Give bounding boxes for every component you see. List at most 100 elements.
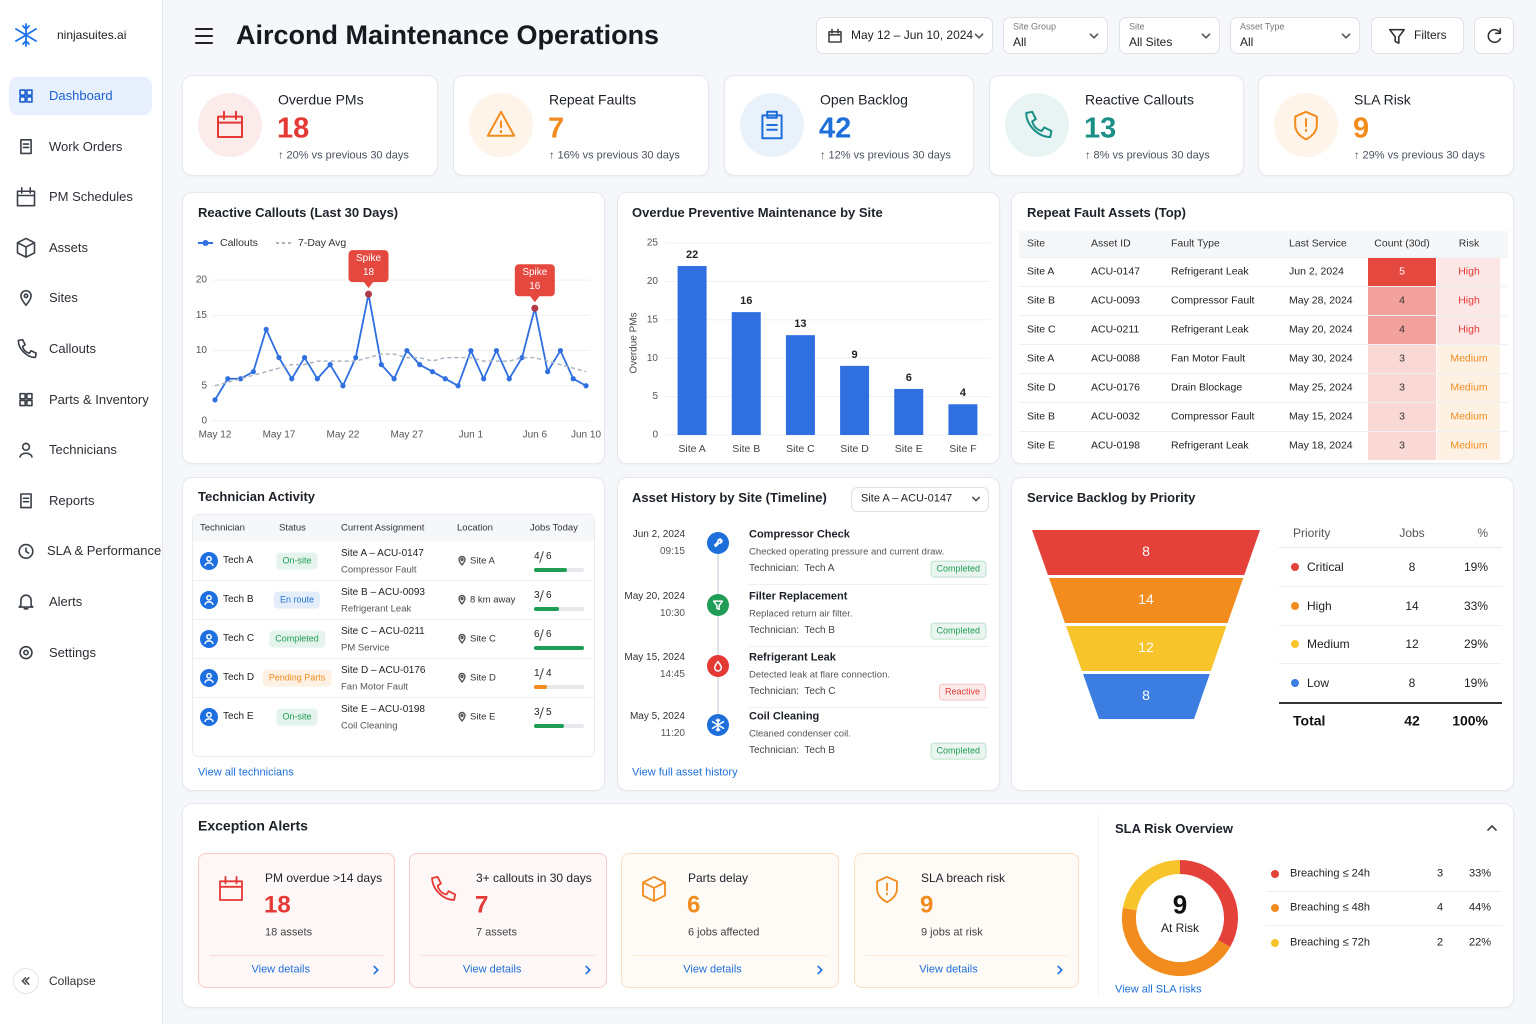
jobs: 8: [1408, 559, 1416, 574]
column-header: %: [1477, 525, 1488, 540]
status-badge: Completed: [930, 742, 986, 760]
risk-cell-bg: [1437, 316, 1500, 344]
nav-item[interactable]: Technicians: [49, 442, 117, 458]
progress-fill: [534, 685, 547, 689]
nav-item[interactable]: Dashboard: [49, 88, 113, 104]
table-cell: Refrigerant Leak: [1171, 439, 1249, 452]
filter-label: Site: [1129, 21, 1145, 32]
kpi-value: 9: [1353, 112, 1370, 145]
link[interactable]: View details: [919, 963, 978, 976]
nav-item[interactable]: Work Orders: [49, 138, 123, 154]
event-title: Refrigerant Leak: [749, 651, 836, 664]
card-title: Service Backlog by Priority: [1027, 490, 1196, 506]
header-divider: [1279, 547, 1502, 548]
row-divider: [1279, 586, 1502, 587]
collapse-label[interactable]: Collapse: [49, 973, 96, 988]
percent: 29%: [1463, 637, 1488, 652]
progress-fill: [534, 646, 584, 650]
priority-dot: [1291, 563, 1299, 571]
status-badge: Completed: [930, 560, 986, 578]
refresh-button[interactable]: [1474, 17, 1514, 54]
overdue-pm-card: [617, 192, 1000, 464]
assignment-detail: Fan Motor Fault: [341, 681, 409, 693]
card-title: Exception Alerts: [198, 817, 308, 834]
nav-item[interactable]: Assets: [49, 240, 89, 255]
row-divider: [193, 580, 594, 581]
column-header: Site: [1027, 237, 1046, 250]
kpi-card: [989, 75, 1244, 176]
link[interactable]: View details: [251, 963, 310, 976]
link[interactable]: View all SLA risks: [1115, 983, 1202, 996]
sidebar: [0, 0, 163, 1024]
location: Site D: [470, 672, 496, 684]
link[interactable]: View full asset history: [632, 766, 738, 779]
filters-button[interactable]: [1371, 17, 1464, 54]
timeline-line: [717, 545, 719, 725]
jobs: 14: [1405, 598, 1419, 613]
nav-item[interactable]: Settings: [49, 644, 96, 660]
nav-item[interactable]: Sites: [49, 290, 78, 306]
risk-cell-bg: [1437, 345, 1500, 373]
column-header: Risk: [1458, 237, 1480, 250]
event-divider: [749, 646, 989, 647]
asset-selector[interactable]: [851, 487, 989, 512]
row-divider: [1279, 663, 1502, 665]
alert-subtitle: 18 assets: [265, 926, 313, 939]
row-divider: [1266, 891, 1502, 892]
table-cell: Drain Blockage: [1171, 381, 1243, 394]
asset-selector-value: Site A – ACU-0147: [861, 492, 953, 505]
nav-item[interactable]: Alerts: [49, 594, 83, 610]
assignment: Site C – ACU-0211: [341, 626, 425, 637]
sla-percent: 22%: [1468, 936, 1491, 949]
kpi-icon-bg: [1274, 93, 1338, 157]
percent: 19%: [1463, 675, 1488, 690]
priority: Low: [1307, 675, 1330, 690]
collapse-button[interactable]: [13, 968, 39, 994]
alert-subtitle: 7 assets: [476, 926, 517, 939]
filter-select[interactable]: [1230, 17, 1360, 54]
percent: 33%: [1463, 598, 1488, 613]
kpi-icon-bg: [740, 93, 804, 157]
row-divider: [1019, 373, 1508, 374]
risk-cell-bg: [1437, 403, 1500, 431]
risk-cell: High: [1458, 265, 1480, 278]
table-cell: ACU-0088: [1091, 352, 1141, 365]
jobs-total: 5: [546, 707, 552, 718]
risk-cell-bg: [1437, 287, 1500, 315]
nav-item[interactable]: SLA & Performance: [47, 543, 162, 559]
nav-item[interactable]: Parts & Inventory: [49, 391, 149, 407]
status-badge: Pending Parts: [262, 669, 332, 687]
priority-dot: [1291, 640, 1299, 649]
filters-button-label[interactable]: Filters: [1414, 27, 1447, 42]
alert-title: 3+ callouts in 30 days: [476, 870, 592, 885]
event-title: Coil Cleaning: [749, 710, 820, 723]
link[interactable]: View all technicians: [198, 766, 294, 779]
date-picker[interactable]: [816, 17, 993, 54]
event-date: Jun 2, 2024: [632, 529, 685, 540]
risk-cell: High: [1458, 294, 1480, 307]
risk-cell: Medium: [1450, 352, 1488, 365]
link[interactable]: View details: [683, 963, 742, 976]
table-cell: May 15, 2024: [1289, 410, 1353, 423]
count-cell-bg: [1368, 403, 1436, 431]
table-cell: Compressor Fault: [1171, 294, 1255, 307]
table-cell: Site A: [1027, 265, 1055, 278]
jobs-done: 1: [534, 668, 540, 679]
nav-item[interactable]: Callouts: [49, 341, 96, 357]
table-cell: Site B: [1027, 410, 1056, 423]
link[interactable]: View details: [462, 963, 522, 976]
status-badge: En route: [273, 591, 321, 609]
nav-item[interactable]: PM Schedules: [49, 189, 133, 205]
filter-label: Asset Type: [1240, 21, 1285, 32]
brand: ninjasuites.ai: [57, 27, 127, 42]
risk-cell-bg: [1437, 258, 1500, 286]
event-technician: Technician: Tech B: [749, 745, 835, 756]
event-time: 11:20: [660, 728, 685, 739]
table-cell: Site B: [1027, 294, 1056, 307]
nav-item[interactable]: Reports: [49, 493, 95, 508]
table-cell: Site C: [1027, 323, 1056, 336]
event-date: May 5, 2024: [629, 711, 685, 722]
sla-dot: [1271, 939, 1279, 947]
sla-label: Breaching ≤ 48h: [1290, 901, 1371, 914]
alert-title: SLA breach risk: [921, 870, 1006, 885]
